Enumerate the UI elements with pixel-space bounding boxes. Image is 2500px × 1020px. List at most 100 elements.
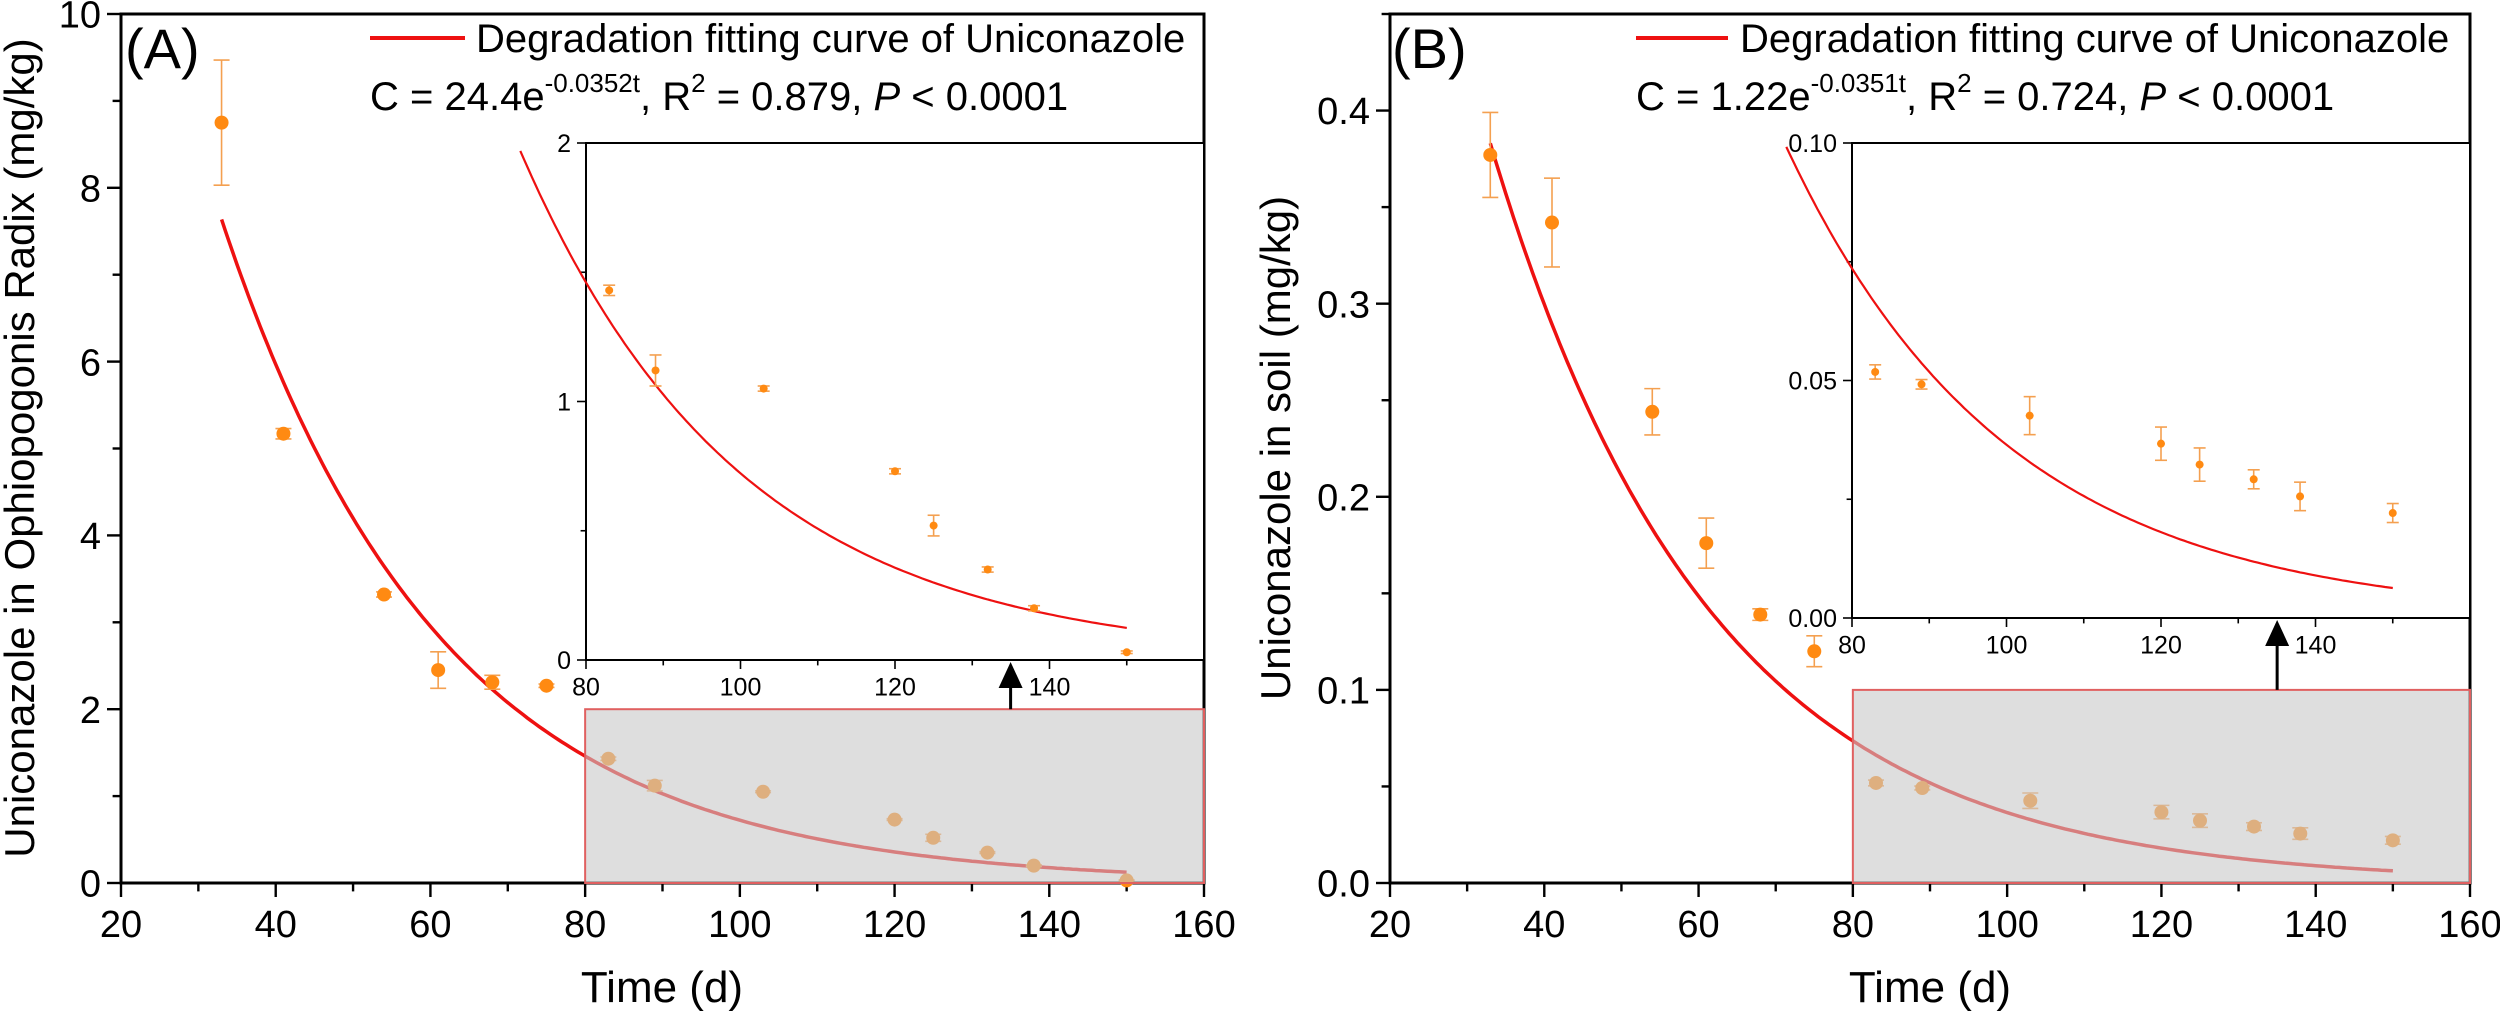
data-point bbox=[431, 663, 446, 678]
x-tick-label: 120 bbox=[863, 904, 926, 946]
x-tick-label: 60 bbox=[409, 904, 451, 946]
data-point bbox=[1545, 215, 1559, 230]
main-plot: 20 40 60 80 100 120 140 160 0.0 0.1 0.2 0.3 0.4 bbox=[1317, 12, 2500, 946]
data-point bbox=[276, 426, 291, 441]
legend-label: Degradation fitting curve of Uniconazole bbox=[476, 17, 1185, 61]
fit-curve bbox=[1785, 146, 2393, 590]
data-point bbox=[1699, 536, 1714, 551]
data-point bbox=[377, 587, 392, 602]
eq-exponent: -0.0351t bbox=[1811, 68, 1907, 98]
x-tick-label: 100 bbox=[708, 904, 771, 946]
y-tick-label: 0.2 bbox=[1317, 477, 1370, 519]
y-tick-label: 0.0 bbox=[1317, 864, 1370, 906]
y-tick-label: 0 bbox=[80, 864, 101, 906]
y-tick-label: 2 bbox=[557, 130, 571, 158]
zoom-region bbox=[584, 708, 1205, 885]
x-tick-label: 100 bbox=[1986, 631, 2028, 659]
y-tick-label: 0.4 bbox=[1317, 91, 1370, 133]
x-tick-label: 160 bbox=[1172, 904, 1235, 946]
y-tick-label: 6 bbox=[80, 342, 101, 384]
data-point bbox=[891, 467, 899, 476]
y-tick-label: 0.05 bbox=[1788, 368, 1837, 396]
x-tick-label: 100 bbox=[1975, 904, 2038, 946]
data-point bbox=[485, 675, 500, 690]
y-tick-label: 2 bbox=[80, 690, 101, 732]
eq-r2-sup: 2 bbox=[1957, 68, 1971, 98]
panel-a: (A) Degradation fitting curve of Unicona… bbox=[0, 0, 1236, 1012]
eq-tail: < 0.0001 bbox=[2166, 75, 2334, 119]
x-tick-label: 140 bbox=[1018, 904, 1081, 946]
eq-p: P bbox=[2140, 75, 2167, 119]
data-point bbox=[2195, 460, 2204, 469]
y-tick-label: 10 bbox=[59, 0, 101, 37]
data-point bbox=[539, 678, 554, 693]
eq-r2-sup: 2 bbox=[691, 68, 705, 98]
data-point bbox=[1807, 644, 1822, 659]
x-tick-label: 140 bbox=[2284, 904, 2347, 946]
inset-background bbox=[1852, 143, 2470, 618]
y-tick-label: 0.10 bbox=[1788, 130, 1837, 158]
data-point bbox=[2025, 411, 2034, 420]
x-tick-label: 20 bbox=[100, 904, 142, 946]
eq-mid: , R bbox=[640, 75, 691, 119]
data-point bbox=[1645, 404, 1660, 419]
data-point bbox=[929, 521, 938, 530]
data-point bbox=[1871, 367, 1880, 376]
x-axis-title: Time (d) bbox=[581, 963, 743, 1012]
x-tick-label: 80 bbox=[572, 673, 600, 701]
legend-label: Degradation fitting curve of Uniconazole bbox=[1740, 17, 2449, 61]
x-tick-label: 120 bbox=[2140, 631, 2182, 659]
y-axis-title: Uniconazole in soil (mg/kg) bbox=[1252, 196, 1299, 700]
x-tick-label: 140 bbox=[1029, 673, 1071, 701]
zoom-region bbox=[1851, 688, 2472, 885]
eq-exponent: -0.0352t bbox=[545, 68, 641, 98]
x-tick-label: 160 bbox=[2438, 904, 2500, 946]
data-point bbox=[1483, 147, 1498, 162]
y-tick-label: 8 bbox=[80, 168, 101, 210]
eq-prefix: C = 24.4e bbox=[370, 75, 545, 119]
y-tick-label: 0.3 bbox=[1317, 284, 1370, 326]
x-tick-label: 40 bbox=[255, 904, 297, 946]
eq-rest: = 0.879, bbox=[706, 75, 874, 119]
x-tick-label: 20 bbox=[1369, 904, 1411, 946]
data-point bbox=[651, 366, 660, 375]
data-point bbox=[1753, 607, 1768, 622]
fit-equation: C = 1.22e-0.0351t, R2 = 0.724, P < 0.000… bbox=[1636, 68, 2334, 119]
y-tick-label: 0.1 bbox=[1317, 671, 1370, 713]
x-axis-title: Time (d) bbox=[1849, 963, 2011, 1012]
data-point bbox=[2296, 492, 2305, 501]
inset-background bbox=[586, 143, 1204, 660]
eq-prefix: C = 1.22e bbox=[1636, 75, 1811, 119]
panel-b: (B) Degradation fitting curve of Unicona… bbox=[1252, 12, 2500, 1012]
eq-mid: , R bbox=[1906, 75, 1957, 119]
x-tick-label: 140 bbox=[2295, 631, 2337, 659]
inset-plot: 80 100 120 140 0.00 0.05 0.10 bbox=[1785, 130, 2471, 659]
data-point bbox=[214, 115, 229, 130]
data-point bbox=[2157, 439, 2165, 448]
zoom-arrow-head bbox=[998, 662, 1023, 688]
x-tick-label: 80 bbox=[1838, 631, 1866, 659]
data-point bbox=[1917, 380, 1926, 389]
x-tick-label: 120 bbox=[2130, 904, 2193, 946]
fit-curve bbox=[519, 150, 1127, 629]
y-tick-label: 4 bbox=[80, 516, 101, 558]
panel-label: (A) bbox=[125, 17, 200, 80]
y-tick-label: 0 bbox=[557, 647, 571, 675]
y-axis-title: Uniconazole in Ophiopogonis Radix (mg/kg… bbox=[0, 38, 43, 857]
data-point bbox=[1122, 648, 1131, 657]
inset-plot: 80 100 120 140 0 1 2 bbox=[519, 130, 1205, 701]
x-tick-label: 100 bbox=[720, 673, 762, 701]
data-point bbox=[759, 384, 768, 393]
eq-rest: = 0.724, bbox=[1972, 75, 2140, 119]
zoom-arrow-head bbox=[2265, 620, 2290, 646]
y-tick-label: 1 bbox=[557, 389, 571, 417]
eq-tail: < 0.0001 bbox=[900, 75, 1068, 119]
panel-label: (B) bbox=[1392, 17, 1467, 80]
data-point bbox=[605, 286, 614, 295]
x-tick-label: 80 bbox=[564, 904, 606, 946]
x-tick-label: 40 bbox=[1523, 904, 1565, 946]
y-tick-label: 0.00 bbox=[1788, 605, 1837, 633]
data-point bbox=[2249, 475, 2258, 484]
